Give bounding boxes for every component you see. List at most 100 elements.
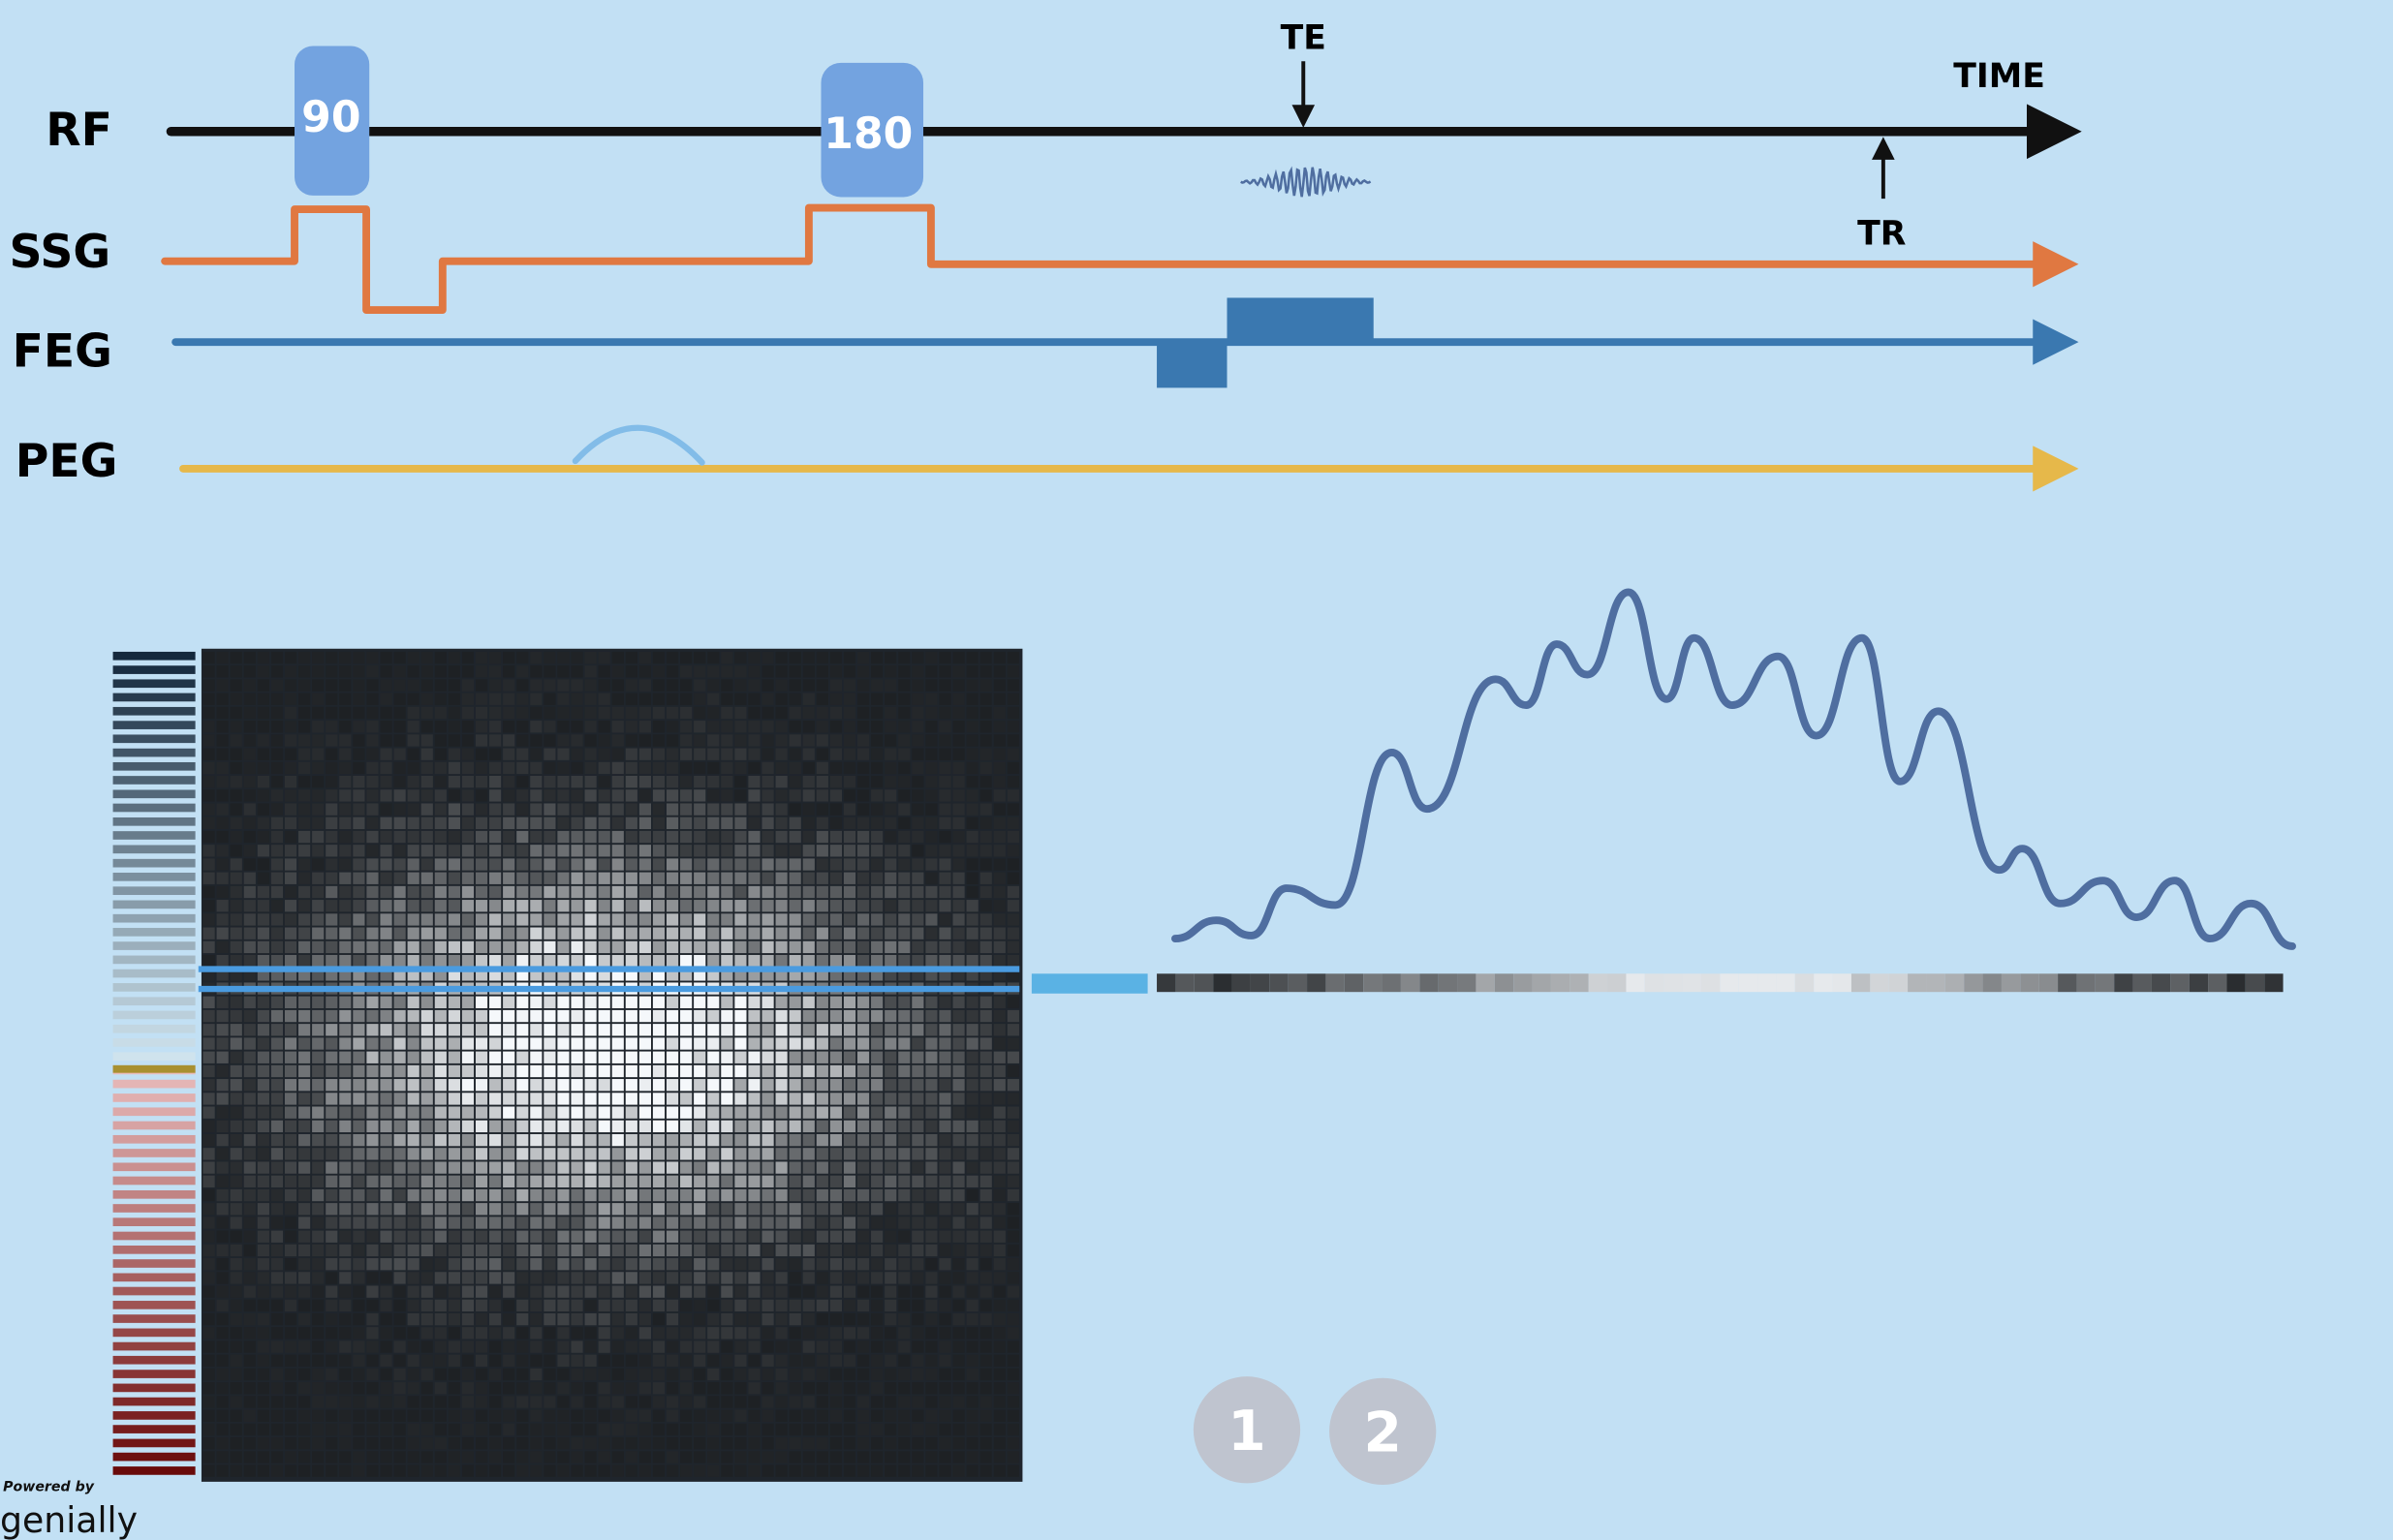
k-space-cell [734, 885, 747, 899]
k-space-cell [925, 858, 938, 871]
k-space-cell [584, 816, 597, 830]
k-space-cell [216, 900, 229, 912]
k-space-cell [598, 651, 610, 664]
k-space-cell [243, 1051, 256, 1063]
k-space-cell [243, 1258, 256, 1271]
k-space-cell [448, 1133, 460, 1147]
k-space-cell [625, 1024, 637, 1036]
k-space-cell [802, 1106, 815, 1119]
k-space-cell [353, 1382, 365, 1395]
nav-button-1-label[interactable]: 1 [1228, 1400, 1265, 1463]
nav-button-1-circle[interactable] [1193, 1376, 1301, 1484]
k-space-cell [898, 1064, 911, 1078]
k-space-cell [202, 1203, 215, 1216]
k-space-cell [284, 1423, 297, 1436]
k-space-cell [748, 1437, 761, 1450]
k-space-cell [789, 761, 801, 775]
k-space-cell [816, 1148, 828, 1160]
k-space-cell [652, 1064, 666, 1078]
k-space-cell [871, 734, 884, 747]
k-space-cell [530, 789, 543, 802]
k-space-cell [353, 1464, 365, 1477]
strip-cell [1682, 973, 1701, 993]
k-space-cell [475, 1161, 488, 1174]
k-space-cell [611, 1409, 624, 1422]
k-space-cell [925, 913, 938, 926]
strip-cell [1982, 973, 2002, 993]
k-space-cell [898, 721, 911, 733]
k-space-cell [230, 1161, 242, 1174]
k-space-cell [448, 775, 460, 788]
k-space-cell [339, 1354, 352, 1367]
strip-cell [1419, 973, 1439, 993]
k-space-cell [775, 1285, 788, 1298]
nav-button-1[interactable]: 1 [1193, 1376, 1301, 1484]
k-space-cell [761, 1327, 774, 1340]
k-space-cell [420, 1093, 433, 1105]
k-space-cell [448, 1437, 460, 1450]
k-space-cell [243, 1437, 256, 1450]
k-space-cell [816, 1464, 828, 1477]
k-space-cell [243, 1079, 256, 1092]
k-space-cell [680, 748, 693, 760]
k-space-cell [666, 1299, 679, 1312]
k-space-cell [407, 1230, 420, 1243]
k-space-cell [666, 885, 679, 899]
k-space-cell [939, 693, 951, 705]
k-space-cell [748, 775, 761, 788]
k-space-cell [802, 1175, 815, 1187]
k-space-cell [979, 789, 992, 802]
k-space-cell [939, 706, 951, 720]
k-space-cell [761, 1354, 774, 1367]
genially-logo[interactable]: genially [0, 1499, 138, 1540]
k-space-cell [652, 1272, 666, 1284]
k-space-cell [298, 872, 311, 884]
k-space-cell [544, 761, 556, 775]
k-space-cell [694, 1437, 706, 1450]
k-space-cell [434, 1285, 447, 1298]
k-space-cell [230, 789, 242, 802]
k-space-cell [666, 1382, 679, 1395]
k-space-cell [871, 1175, 884, 1187]
k-space-cell [666, 1079, 679, 1092]
k-space-cell [1007, 1120, 1019, 1133]
k-space-cell [898, 1327, 911, 1340]
k-space-cell [434, 1299, 447, 1312]
k-space-cell [475, 1217, 488, 1229]
k-space-cell [829, 830, 843, 844]
k-space-cell [503, 775, 515, 788]
k-space-cell [734, 1230, 747, 1243]
k-space-cell [530, 858, 543, 871]
k-space-cell [638, 651, 652, 664]
k-space-cell [393, 1230, 406, 1243]
nav-button-2-label[interactable]: 2 [1363, 1401, 1401, 1464]
nav-button-2[interactable]: 2 [1329, 1377, 1437, 1486]
k-space-cell [257, 1133, 269, 1147]
k-space-cell [625, 1451, 637, 1463]
k-space-cell [530, 1244, 543, 1257]
k-space-cell [885, 858, 897, 871]
k-space-cell [516, 734, 529, 747]
k-space-cell [966, 706, 979, 720]
k-space-cell [1007, 1451, 1019, 1463]
nav-button-2-circle[interactable] [1329, 1377, 1437, 1486]
k-space-cell [829, 803, 843, 816]
k-space-cell [530, 1299, 543, 1312]
k-space-cell [407, 1244, 420, 1257]
k-space-cell [694, 1354, 706, 1367]
k-space-cell [257, 845, 269, 857]
k-space-cell [707, 1368, 720, 1381]
k-space-cell [557, 1285, 570, 1298]
k-space-cell [694, 1024, 706, 1036]
k-space-cell [1007, 706, 1019, 720]
k-space-cell [216, 1175, 229, 1187]
k-space-cell [625, 789, 637, 802]
k-space-cell [448, 996, 460, 1008]
k-space-cell [652, 1340, 666, 1353]
k-space-cell [816, 927, 828, 939]
k-space-cell [885, 816, 897, 830]
k-space-cell [925, 1285, 938, 1298]
genially-branding[interactable]: Powered by genially [0, 1479, 138, 1540]
k-space-cell [434, 1258, 447, 1271]
k-space-cell [666, 1024, 679, 1036]
